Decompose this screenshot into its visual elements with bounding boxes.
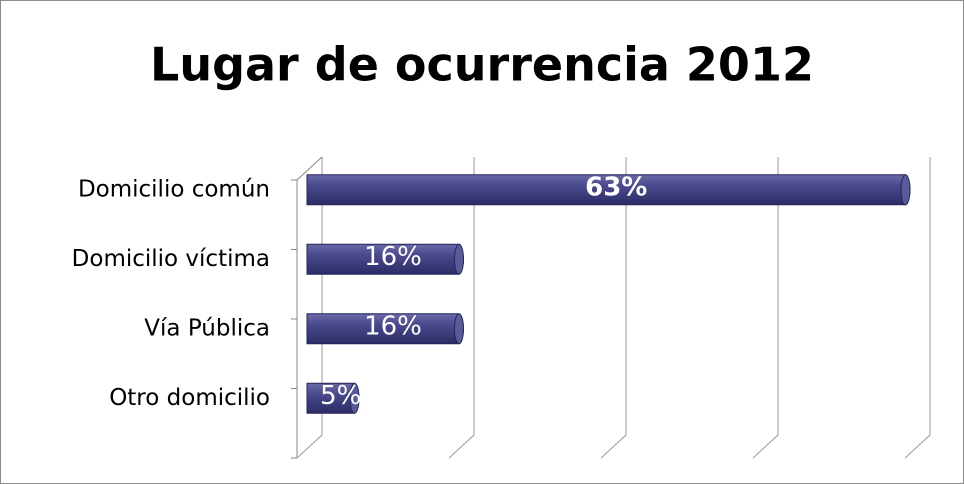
grid-line xyxy=(752,157,779,459)
bar-end xyxy=(454,243,464,275)
axis-line xyxy=(296,156,323,181)
bar-end xyxy=(900,174,911,206)
y-tick-label: Domicilio común xyxy=(78,176,270,202)
value-label: 16% xyxy=(364,311,422,341)
y-tick-label: Domicilio víctima xyxy=(72,246,270,272)
grid-line xyxy=(448,157,475,459)
grid-line xyxy=(904,157,931,459)
value-label: 63% xyxy=(585,172,647,202)
grid-line xyxy=(600,157,627,459)
value-label: 5% xyxy=(320,381,361,411)
bar-end xyxy=(349,382,360,414)
value-label: 16% xyxy=(364,242,422,272)
bar-end xyxy=(454,313,464,345)
chart-title: Lugar de ocurrencia 2012 xyxy=(150,38,814,92)
y-tick-label: Otro domicilio xyxy=(109,385,270,411)
y-tick-label: Vía Pública xyxy=(144,315,270,341)
